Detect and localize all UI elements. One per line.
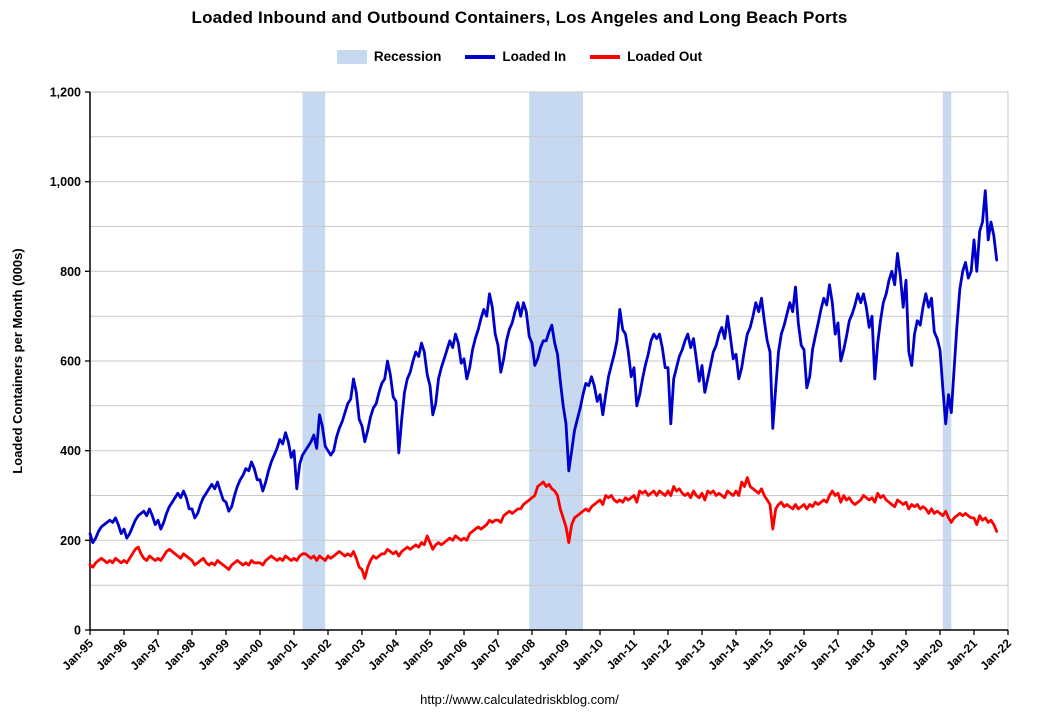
svg-text:200: 200 <box>60 534 81 548</box>
svg-text:Loaded Containers per Month (0: Loaded Containers per Month (000s) <box>10 248 25 473</box>
svg-text:1,000: 1,000 <box>50 175 81 189</box>
loaded-in-swatch-icon <box>465 54 496 59</box>
svg-text:Jan-95: Jan-95 <box>59 636 96 673</box>
svg-text:Jan-00: Jan-00 <box>229 636 266 673</box>
legend-item-loaded-out: Loaded Out <box>590 49 702 64</box>
svg-text:Jan-04: Jan-04 <box>365 636 402 673</box>
svg-text:Jan-19: Jan-19 <box>875 636 912 673</box>
svg-text:Jan-02: Jan-02 <box>297 636 334 673</box>
svg-text:Jan-06: Jan-06 <box>433 636 470 673</box>
legend-item-recession: Recession <box>336 49 442 64</box>
svg-text:Jan-98: Jan-98 <box>161 636 198 673</box>
legend-label-loaded-out: Loaded Out <box>627 49 703 64</box>
svg-text:Jan-16: Jan-16 <box>773 636 810 673</box>
svg-text:Jan-07: Jan-07 <box>467 636 504 673</box>
footer-url: http://www.calculatedriskblog.com/ <box>420 692 619 707</box>
svg-text:Jan-97: Jan-97 <box>127 636 164 673</box>
svg-text:Jan-13: Jan-13 <box>671 636 708 673</box>
svg-text:Jan-05: Jan-05 <box>399 636 436 673</box>
svg-text:Jan-17: Jan-17 <box>807 636 844 673</box>
svg-text:Jan-08: Jan-08 <box>501 636 538 673</box>
svg-text:Jan-21: Jan-21 <box>943 636 980 673</box>
legend: Recession Loaded In Loaded Out <box>0 49 1039 64</box>
legend-label-recession: Recession <box>373 49 442 64</box>
legend-item-loaded-in: Loaded In <box>465 49 566 64</box>
svg-text:Jan-11: Jan-11 <box>604 636 641 673</box>
svg-text:Jan-18: Jan-18 <box>841 636 878 673</box>
svg-text:Jan-12: Jan-12 <box>637 636 674 673</box>
svg-text:Jan-20: Jan-20 <box>909 636 946 673</box>
loaded-out-swatch-icon <box>590 54 621 59</box>
svg-text:800: 800 <box>60 265 81 279</box>
svg-text:Jan-14: Jan-14 <box>705 636 742 673</box>
legend-label-loaded-in: Loaded In <box>502 49 567 64</box>
svg-text:Jan-10: Jan-10 <box>569 636 606 673</box>
svg-text:Jan-99: Jan-99 <box>195 636 232 673</box>
svg-text:Jan-03: Jan-03 <box>331 636 368 673</box>
recession-swatch-icon <box>336 49 367 64</box>
svg-text:Jan-09: Jan-09 <box>535 636 572 673</box>
svg-text:Jan-01: Jan-01 <box>263 636 300 673</box>
page-title: Loaded Inbound and Outbound Containers, … <box>191 8 848 27</box>
svg-text:Jan-96: Jan-96 <box>93 636 130 673</box>
svg-text:1,200: 1,200 <box>50 86 81 100</box>
svg-text:Jan-15: Jan-15 <box>739 636 776 673</box>
svg-text:0: 0 <box>74 624 81 638</box>
svg-text:400: 400 <box>60 444 81 458</box>
svg-text:600: 600 <box>60 355 81 369</box>
svg-text:Jan-22: Jan-22 <box>977 636 1014 673</box>
